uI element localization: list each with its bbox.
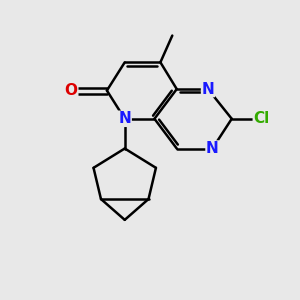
Text: Cl: Cl (253, 111, 270, 126)
Text: N: N (206, 141, 219, 156)
Text: O: O (65, 83, 78, 98)
Text: N: N (202, 82, 214, 97)
Text: N: N (118, 111, 131, 126)
